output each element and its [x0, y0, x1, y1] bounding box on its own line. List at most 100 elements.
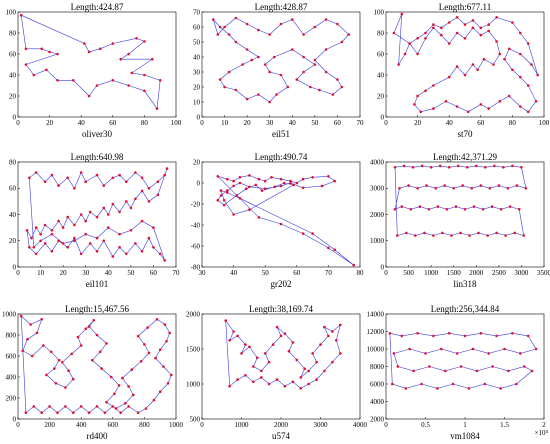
- city-point: [232, 184, 235, 188]
- y-tick-label: 0: [13, 263, 17, 271]
- city-point: [335, 339, 338, 342]
- city-point: [134, 171, 137, 174]
- y-tick-label: 60: [377, 50, 385, 58]
- city-point: [492, 63, 495, 66]
- city-point: [84, 180, 87, 183]
- x-tick-label: 2: [542, 421, 546, 429]
- x-tick-label: 10: [221, 119, 229, 127]
- city-point: [250, 58, 253, 62]
- x-tick-label: 0: [16, 269, 20, 277]
- city-point: [393, 166, 397, 169]
- city-point: [252, 365, 255, 368]
- city-point: [400, 205, 404, 208]
- city-point: [228, 339, 231, 342]
- city-point: [79, 344, 83, 347]
- y-tick-label: 20: [377, 92, 385, 100]
- city-point: [32, 73, 36, 77]
- city-point: [143, 89, 146, 93]
- city-point: [404, 387, 408, 390]
- city-point: [19, 314, 23, 318]
- city-point: [268, 70, 272, 74]
- y-tick-label: 0: [13, 113, 17, 121]
- y-tick-label: 800: [6, 331, 17, 339]
- city-point: [158, 348, 162, 352]
- panel-gr202: Length:490.74 30 40 50 60 70 80 -80 -60 -40 -20 0 20…: [191, 152, 364, 289]
- city-point: [53, 367, 56, 370]
- city-point: [227, 70, 231, 74]
- city-point: [520, 166, 523, 169]
- city-point: [21, 349, 25, 353]
- city-point: [248, 345, 251, 349]
- city-point: [40, 411, 43, 415]
- x-tick-label: 40: [105, 269, 113, 277]
- city-point: [498, 52, 502, 56]
- city-point: [471, 19, 475, 22]
- x-tick-label: 30: [82, 269, 90, 277]
- x-tick-label: 80: [141, 119, 149, 127]
- city-point: [445, 208, 449, 211]
- y-tick-label: -80: [191, 263, 201, 271]
- y-tick-label: 600: [6, 352, 17, 360]
- x-tick-label: 2000: [469, 269, 484, 277]
- city-point: [408, 42, 412, 45]
- city-point: [57, 239, 60, 243]
- city-point: [223, 85, 226, 89]
- y-tick-label: 80: [9, 158, 17, 166]
- city-point: [125, 200, 128, 203]
- city-point: [140, 176, 144, 180]
- city-point: [487, 29, 491, 33]
- city-point: [66, 246, 69, 249]
- city-point: [107, 226, 110, 229]
- city-point: [440, 26, 443, 30]
- city-point: [459, 231, 462, 235]
- city-point: [87, 411, 91, 415]
- city-point: [519, 75, 522, 79]
- city-point: [227, 33, 231, 36]
- x-tick-label: 1.5: [500, 421, 509, 429]
- city-point: [443, 184, 447, 187]
- city-point: [331, 360, 334, 364]
- city-point: [87, 94, 91, 98]
- city-point: [301, 232, 305, 235]
- city-point: [409, 208, 413, 211]
- x-tick-label: 1000: [235, 421, 250, 429]
- city-point: [444, 369, 447, 373]
- y-tick-label: 8000: [370, 363, 385, 371]
- plot-frame: [201, 313, 361, 420]
- city-point: [245, 97, 249, 101]
- tour-path: [217, 175, 354, 266]
- city-point: [323, 325, 326, 329]
- city-point: [440, 347, 443, 351]
- city-point: [495, 40, 498, 43]
- city-point: [43, 242, 47, 245]
- city-point: [118, 173, 121, 177]
- city-point: [463, 37, 467, 40]
- city-point: [475, 164, 478, 168]
- city-point: [245, 48, 249, 51]
- city-point: [125, 252, 128, 256]
- city-point: [503, 347, 506, 351]
- tour-path: [213, 17, 350, 103]
- city-point: [73, 239, 76, 243]
- city-point: [24, 47, 28, 51]
- city-point: [502, 166, 505, 169]
- tour-path: [389, 332, 537, 389]
- city-point: [468, 234, 471, 237]
- city-point: [427, 208, 431, 211]
- city-point: [286, 85, 290, 89]
- panel-title: Length:256,344.84: [431, 304, 500, 314]
- city-point: [134, 197, 137, 201]
- city-point: [79, 252, 83, 256]
- x-tick-label: 0: [384, 421, 388, 429]
- city-point: [219, 194, 223, 197]
- plot-frame: [201, 11, 361, 118]
- city-point: [423, 231, 426, 235]
- city-point: [418, 205, 422, 208]
- city-point: [143, 343, 146, 346]
- city-point: [324, 18, 328, 21]
- city-point: [50, 229, 54, 232]
- city-point: [456, 164, 460, 168]
- city-point: [315, 378, 318, 381]
- city-point: [295, 358, 299, 362]
- city-point: [517, 208, 521, 211]
